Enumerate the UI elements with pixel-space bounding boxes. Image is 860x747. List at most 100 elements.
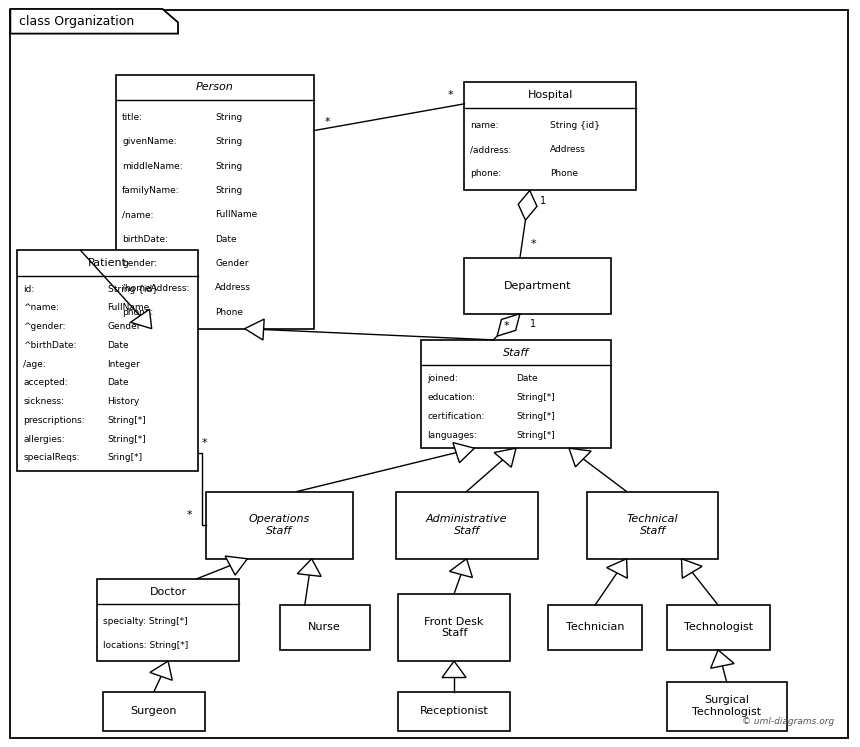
- Text: String: String: [215, 137, 243, 146]
- Text: String: String: [215, 186, 243, 195]
- Text: Technical
Staff: Technical Staff: [627, 515, 679, 536]
- Text: Date: Date: [108, 379, 129, 388]
- Bar: [464, 82, 636, 190]
- Text: Person: Person: [196, 82, 234, 93]
- Text: sickness:: sickness:: [23, 397, 64, 406]
- Text: specialty: String[*]: specialty: String[*]: [103, 617, 187, 626]
- Text: Address: Address: [215, 283, 251, 292]
- Polygon shape: [131, 309, 151, 329]
- Bar: [280, 605, 370, 650]
- Text: *: *: [201, 438, 207, 447]
- Text: 1: 1: [540, 196, 546, 206]
- Text: joined:: joined:: [427, 374, 458, 383]
- Text: © uml-diagrams.org: © uml-diagrams.org: [742, 717, 834, 726]
- Text: ^birthDate:: ^birthDate:: [23, 341, 77, 350]
- Text: Receptionist: Receptionist: [420, 706, 488, 716]
- Text: String[*]: String[*]: [108, 435, 146, 444]
- Text: id:: id:: [23, 285, 34, 294]
- Text: Administrative
Staff: Administrative Staff: [426, 515, 507, 536]
- Text: middleName:: middleName:: [122, 162, 182, 171]
- Bar: [396, 492, 538, 559]
- Text: FullName: FullName: [215, 211, 257, 220]
- Text: Sring[*]: Sring[*]: [108, 453, 143, 462]
- Text: *: *: [504, 320, 509, 331]
- Text: *: *: [324, 117, 330, 126]
- Polygon shape: [298, 559, 321, 577]
- Bar: [103, 692, 205, 731]
- Text: ^name:: ^name:: [23, 303, 59, 312]
- Text: Operations
Staff: Operations Staff: [249, 515, 310, 536]
- Text: languages:: languages:: [427, 431, 477, 440]
- Text: Integer: Integer: [108, 359, 140, 368]
- Text: Nurse: Nurse: [308, 622, 341, 633]
- Text: Hospital: Hospital: [528, 90, 573, 100]
- Bar: [17, 250, 198, 471]
- Polygon shape: [150, 661, 172, 681]
- Bar: [421, 340, 611, 448]
- Text: Phone: Phone: [215, 308, 243, 317]
- Text: *: *: [447, 90, 453, 100]
- Polygon shape: [519, 190, 537, 220]
- Text: /homeAddress:: /homeAddress:: [122, 283, 189, 292]
- Text: /name:: /name:: [122, 211, 154, 220]
- Text: History: History: [108, 397, 139, 406]
- Polygon shape: [450, 559, 472, 577]
- Text: education:: education:: [427, 393, 476, 402]
- Text: givenName:: givenName:: [122, 137, 177, 146]
- Text: String[*]: String[*]: [516, 431, 555, 440]
- Text: *: *: [187, 509, 193, 520]
- Bar: [587, 492, 718, 559]
- Text: String {id}: String {id}: [550, 120, 600, 130]
- Text: Technologist: Technologist: [684, 622, 752, 633]
- Text: Front Desk
Staff: Front Desk Staff: [424, 617, 484, 638]
- Text: accepted:: accepted:: [23, 379, 68, 388]
- Text: phone:: phone:: [122, 308, 153, 317]
- Text: FullName: FullName: [108, 303, 150, 312]
- Text: ^gender:: ^gender:: [23, 322, 65, 331]
- Polygon shape: [497, 314, 520, 336]
- Text: prescriptions:: prescriptions:: [23, 416, 85, 425]
- Polygon shape: [442, 661, 466, 678]
- Text: String[*]: String[*]: [108, 416, 146, 425]
- Text: String[*]: String[*]: [516, 412, 555, 421]
- Bar: [206, 492, 353, 559]
- Text: Address: Address: [550, 145, 587, 154]
- Text: certification:: certification:: [427, 412, 485, 421]
- Text: title:: title:: [122, 113, 143, 122]
- Text: /age:: /age:: [23, 359, 46, 368]
- Bar: [666, 605, 770, 650]
- Bar: [398, 692, 510, 731]
- Bar: [666, 682, 787, 731]
- Polygon shape: [569, 448, 591, 467]
- Text: Department: Department: [504, 281, 571, 291]
- Text: Surgical
Technologist: Surgical Technologist: [692, 695, 761, 717]
- Text: familyName:: familyName:: [122, 186, 180, 195]
- Bar: [97, 579, 239, 661]
- Text: Gender: Gender: [215, 259, 249, 268]
- Bar: [548, 605, 642, 650]
- Polygon shape: [494, 448, 516, 467]
- Text: Surgeon: Surgeon: [131, 706, 177, 716]
- Text: Technician: Technician: [566, 622, 624, 633]
- Text: locations: String[*]: locations: String[*]: [103, 640, 188, 649]
- Polygon shape: [245, 319, 264, 340]
- Text: 1: 1: [531, 319, 537, 329]
- Text: Patient: Patient: [88, 258, 127, 268]
- Polygon shape: [606, 559, 627, 578]
- Text: Doctor: Doctor: [150, 586, 187, 597]
- Polygon shape: [225, 556, 248, 575]
- Polygon shape: [681, 559, 702, 578]
- Text: String[*]: String[*]: [516, 393, 555, 402]
- Text: Staff: Staff: [503, 347, 529, 358]
- Polygon shape: [453, 442, 475, 462]
- Text: Date: Date: [516, 374, 538, 383]
- Text: class Organization: class Organization: [19, 15, 134, 28]
- Text: Gender: Gender: [108, 322, 141, 331]
- Text: name:: name:: [470, 120, 499, 130]
- Text: String: String: [215, 113, 243, 122]
- Text: Date: Date: [215, 235, 237, 244]
- Text: gender:: gender:: [122, 259, 157, 268]
- Text: specialReqs:: specialReqs:: [23, 453, 80, 462]
- Text: birthDate:: birthDate:: [122, 235, 168, 244]
- Polygon shape: [710, 650, 734, 669]
